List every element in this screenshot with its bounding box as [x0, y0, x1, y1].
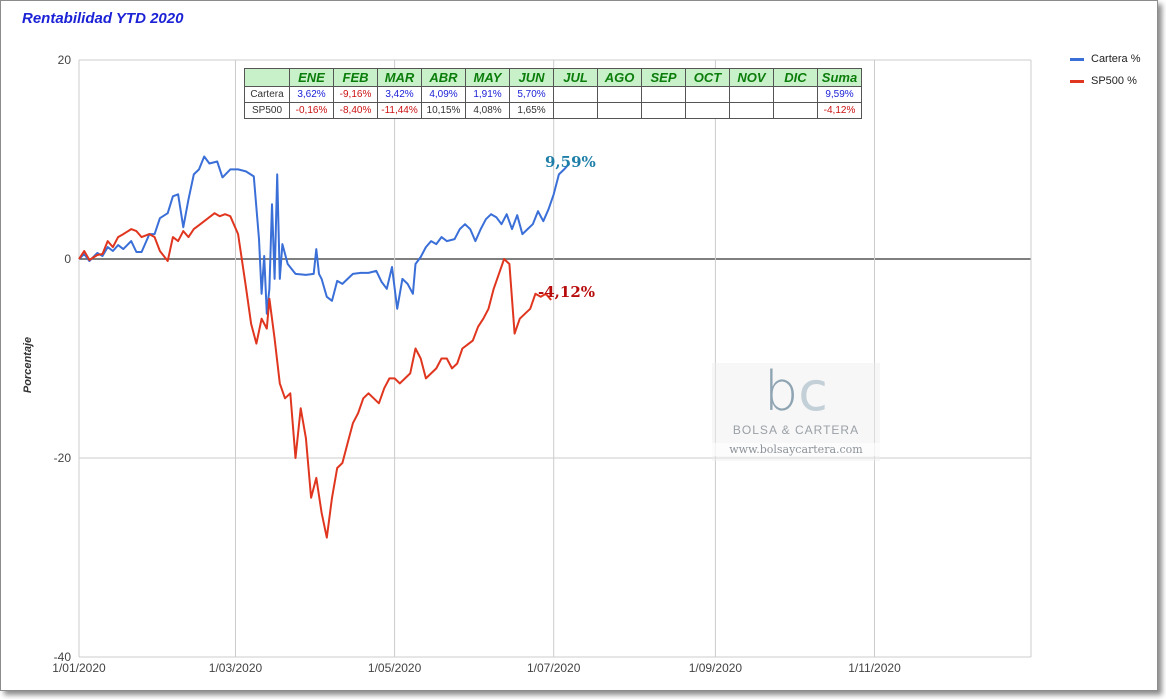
table-row-cartera: Cartera 3,62% -9,16% 3,42% 4,09% 1,91% 5… [244, 86, 862, 103]
row-name-sp500: SP500 [244, 102, 290, 119]
chart-title: Rentabilidad YTD 2020 [22, 10, 184, 27]
watermark-logo-b: b [764, 360, 799, 423]
month-header-may: MAY [465, 68, 510, 87]
y-axis-label: Porcentaje [22, 336, 34, 394]
sum-cell-cartera: 9,59% [817, 86, 862, 103]
x-tick-label: 1/01/2020 [52, 661, 106, 675]
table-cell: -9,16% [333, 86, 378, 103]
table-cell: -11,44% [377, 102, 422, 119]
x-tick-label: 1/05/2020 [368, 661, 422, 675]
watermark-logo-c: c [798, 360, 828, 423]
y-tick-label: 20 [58, 53, 72, 67]
month-header-dic: DIC [773, 68, 818, 87]
table-cell [729, 102, 774, 119]
month-header-ago: AGO [597, 68, 642, 87]
legend-item-cartera[interactable]: Cartera % [1070, 53, 1141, 65]
legend-item-sp500[interactable]: SP500 % [1070, 75, 1137, 87]
table-header-row: ENE FEB MAR ABR MAY JUN JUL AGO SEP OCT … [244, 68, 862, 87]
watermark-url: www.bolsaycartera.com [712, 443, 880, 456]
legend-swatch-sp500 [1070, 79, 1084, 83]
legend-swatch-cartera [1070, 57, 1084, 61]
table-cell [685, 86, 730, 103]
month-header-abr: ABR [421, 68, 466, 87]
table-cell: 3,62% [289, 86, 334, 103]
table-corner-cell [244, 68, 290, 87]
watermark-brand: BOLSA & CARTERA [732, 423, 860, 437]
x-tick-label: 1/07/2020 [527, 661, 581, 675]
table-cell [641, 86, 686, 103]
table-cell: 5,70% [509, 86, 554, 103]
series-line-sp500 [78, 212, 552, 539]
sum-header: Suma [817, 68, 862, 87]
month-header-jun: JUN [509, 68, 554, 87]
watermark: bc BOLSA & CARTERA www.bolsaycartera.com [712, 363, 880, 461]
table-cell: 1,91% [465, 86, 510, 103]
table-cell [729, 86, 774, 103]
table-cell [553, 102, 598, 119]
table-cell [597, 102, 642, 119]
end-label-sp500: -4,12% [538, 283, 596, 301]
table-cell: 4,08% [465, 102, 510, 119]
month-header-mar: MAR [377, 68, 422, 87]
table-cell [773, 86, 818, 103]
month-header-nov: NOV [729, 68, 774, 87]
month-header-sep: SEP [641, 68, 686, 87]
table-cell: 3,42% [377, 86, 422, 103]
month-header-oct: OCT [685, 68, 730, 87]
end-label-cartera: 9,59% [545, 153, 596, 171]
row-name-cartera: Cartera [244, 86, 290, 103]
month-header-ene: ENE [289, 68, 334, 87]
table-cell [641, 102, 686, 119]
x-tick-label: 1/03/2020 [209, 661, 263, 675]
sum-cell-sp500: -4,12% [817, 102, 862, 119]
table-cell [597, 86, 642, 103]
y-tick-label: -40 [54, 650, 72, 664]
month-header-jul: JUL [553, 68, 598, 87]
table-cell: -0,16% [289, 102, 334, 119]
monthly-returns-table: ENE FEB MAR ABR MAY JUN JUL AGO SEP OCT … [244, 68, 862, 119]
legend-label-sp500: SP500 % [1091, 75, 1137, 87]
legend-label-cartera: Cartera % [1091, 53, 1141, 65]
table-cell [773, 102, 818, 119]
month-header-feb: FEB [333, 68, 378, 87]
table-cell: 10,15% [421, 102, 466, 119]
table-row-sp500: SP500 -0,16% -8,40% -11,44% 10,15% 4,08%… [244, 102, 862, 119]
x-tick-label: 1/11/2020 [848, 661, 901, 675]
watermark-logo: bc [712, 365, 880, 419]
table-cell: -8,40% [333, 102, 378, 119]
table-cell [553, 86, 598, 103]
series-line-cartera [78, 155, 571, 315]
table-cell: 4,09% [421, 86, 466, 103]
x-tick-label: 1/09/2020 [689, 661, 743, 675]
table-cell: 1,65% [509, 102, 554, 119]
table-cell [685, 102, 730, 119]
y-tick-label: -20 [54, 451, 72, 465]
y-tick-label: 0 [64, 252, 71, 266]
